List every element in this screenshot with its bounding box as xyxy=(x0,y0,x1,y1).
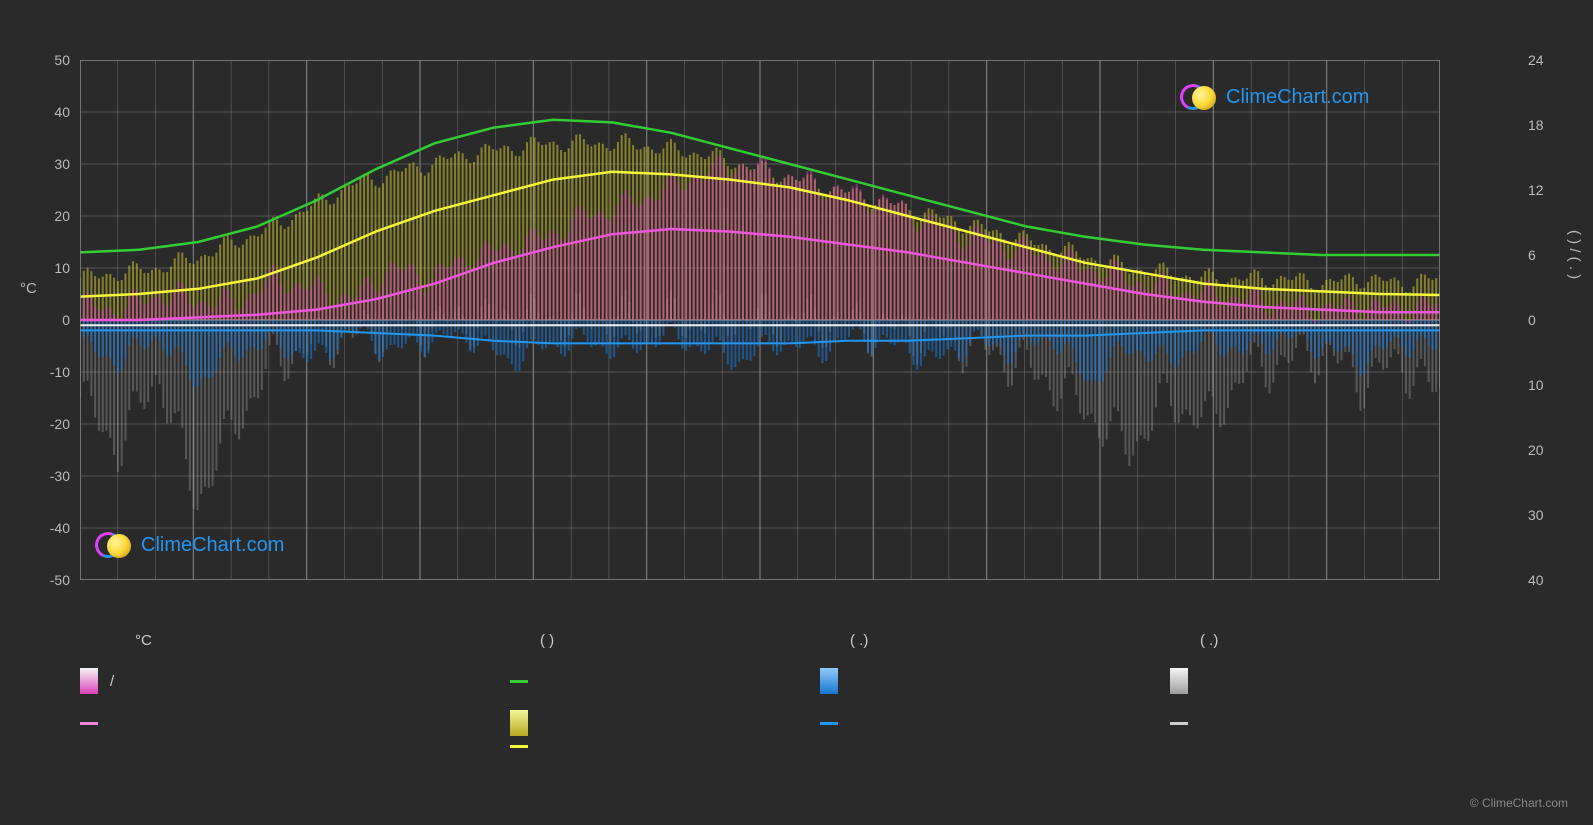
legend-swatch-yellow-line xyxy=(510,745,528,748)
legend-header-row: °C ( ) ( .) ( .) xyxy=(80,632,1440,649)
y-left-tick: -50 xyxy=(30,572,70,588)
legend-header: ( .) xyxy=(1100,632,1218,649)
y-left-tick: -10 xyxy=(30,364,70,380)
y-left-tick: 0 xyxy=(30,312,70,328)
y-axis-right: 24 18 12 6 0 10 20 30 40 xyxy=(1523,60,1568,580)
legend-row xyxy=(80,710,1440,736)
watermark: ClimeChart.com xyxy=(1180,82,1369,112)
legend-swatch-magenta-line xyxy=(80,722,98,725)
legend-label: / xyxy=(110,673,114,690)
watermark: ClimeChart.com xyxy=(95,530,284,560)
y-right-tick: 24 xyxy=(1528,52,1568,68)
x-axis xyxy=(80,590,1440,610)
legend-item xyxy=(420,745,760,748)
legend-row xyxy=(80,745,1440,748)
y-left-tick: -30 xyxy=(30,468,70,484)
y-right-tick: 30 xyxy=(1528,507,1568,523)
legend-item xyxy=(760,710,1100,736)
legend-item xyxy=(1100,710,1440,736)
legend-item xyxy=(760,668,1100,694)
climate-chart xyxy=(80,60,1440,580)
legend-swatch-gray-bar xyxy=(1170,668,1188,694)
y-right-tick: 10 xyxy=(1528,377,1568,393)
legend-item xyxy=(80,710,420,736)
y-left-tick: 20 xyxy=(30,208,70,224)
legend-header: ( .) xyxy=(760,632,868,649)
legend-header: ( ) xyxy=(420,632,554,649)
y-left-tick: 30 xyxy=(30,156,70,172)
legend-row: / xyxy=(80,668,1440,694)
y-left-tick: 40 xyxy=(30,104,70,120)
y-right-tick: 6 xyxy=(1528,247,1568,263)
legend-swatch-blue-line xyxy=(820,722,838,725)
chart-svg xyxy=(80,60,1440,580)
legend-item: / xyxy=(80,668,420,694)
legend-swatch-yellow-bar xyxy=(510,710,528,736)
legend-item xyxy=(420,668,760,694)
legend-swatch-white-line xyxy=(1170,722,1188,725)
y-axis-right-label: ( ) / ( . ) xyxy=(1566,230,1583,279)
legend-item xyxy=(1100,668,1440,694)
y-right-tick: 0 xyxy=(1528,312,1568,328)
legend-swatch-blue-bar xyxy=(820,668,838,694)
y-right-tick: 18 xyxy=(1528,117,1568,133)
y-left-tick: 10 xyxy=(30,260,70,276)
y-left-tick: -40 xyxy=(30,520,70,536)
watermark-logo-icon xyxy=(95,530,133,560)
y-right-tick: 40 xyxy=(1528,572,1568,588)
copyright-text: © ClimeChart.com xyxy=(1470,796,1568,810)
watermark-text: ClimeChart.com xyxy=(1226,86,1369,109)
legend-swatch-green-line xyxy=(510,680,528,683)
y-left-tick: -20 xyxy=(30,416,70,432)
watermark-logo-icon xyxy=(1180,82,1218,112)
y-left-tick: 50 xyxy=(30,52,70,68)
y-right-tick: 20 xyxy=(1528,442,1568,458)
legend-item xyxy=(420,710,760,736)
legend-swatch-magenta-bar xyxy=(80,668,98,694)
legend-header: °C xyxy=(80,632,152,649)
y-axis-left: 50 40 30 20 10 0 -10 -20 -30 -40 -50 xyxy=(30,60,75,580)
watermark-text: ClimeChart.com xyxy=(141,534,284,557)
y-right-tick: 12 xyxy=(1528,182,1568,198)
